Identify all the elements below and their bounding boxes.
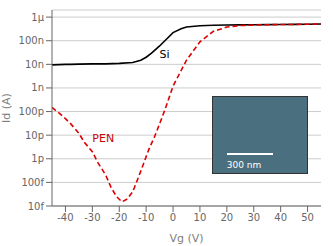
svg-text:-40: -40 xyxy=(57,212,73,223)
svg-text:10n: 10n xyxy=(25,59,44,70)
svg-text:10f: 10f xyxy=(28,201,45,212)
svg-text:100p: 100p xyxy=(19,106,44,117)
svg-text:-30: -30 xyxy=(84,212,100,223)
svg-text:50: 50 xyxy=(301,212,314,223)
svg-text:-10: -10 xyxy=(138,212,154,223)
svg-text:1p: 1p xyxy=(31,153,44,164)
svg-text:30: 30 xyxy=(247,212,260,223)
svg-text:10: 10 xyxy=(194,212,207,223)
svg-text:40: 40 xyxy=(274,212,287,223)
svg-text:100n: 100n xyxy=(19,35,44,46)
svg-text:PEN: PEN xyxy=(92,132,114,145)
html-text:300 nm: 300 nm xyxy=(226,160,262,170)
svg-text:-20: -20 xyxy=(111,212,127,223)
svg-text:0: 0 xyxy=(170,212,176,223)
svg-text:1n: 1n xyxy=(31,82,44,93)
svg-text:20: 20 xyxy=(220,212,233,223)
svg-text:10p: 10p xyxy=(25,130,44,141)
svg-text:Si: Si xyxy=(160,48,170,61)
svg-text:1μ: 1μ xyxy=(31,12,44,23)
svg-text:Vg (V): Vg (V) xyxy=(169,232,203,245)
svg-text:Id (A): Id (A) xyxy=(8,93,13,123)
svg-text:100f: 100f xyxy=(21,177,44,188)
